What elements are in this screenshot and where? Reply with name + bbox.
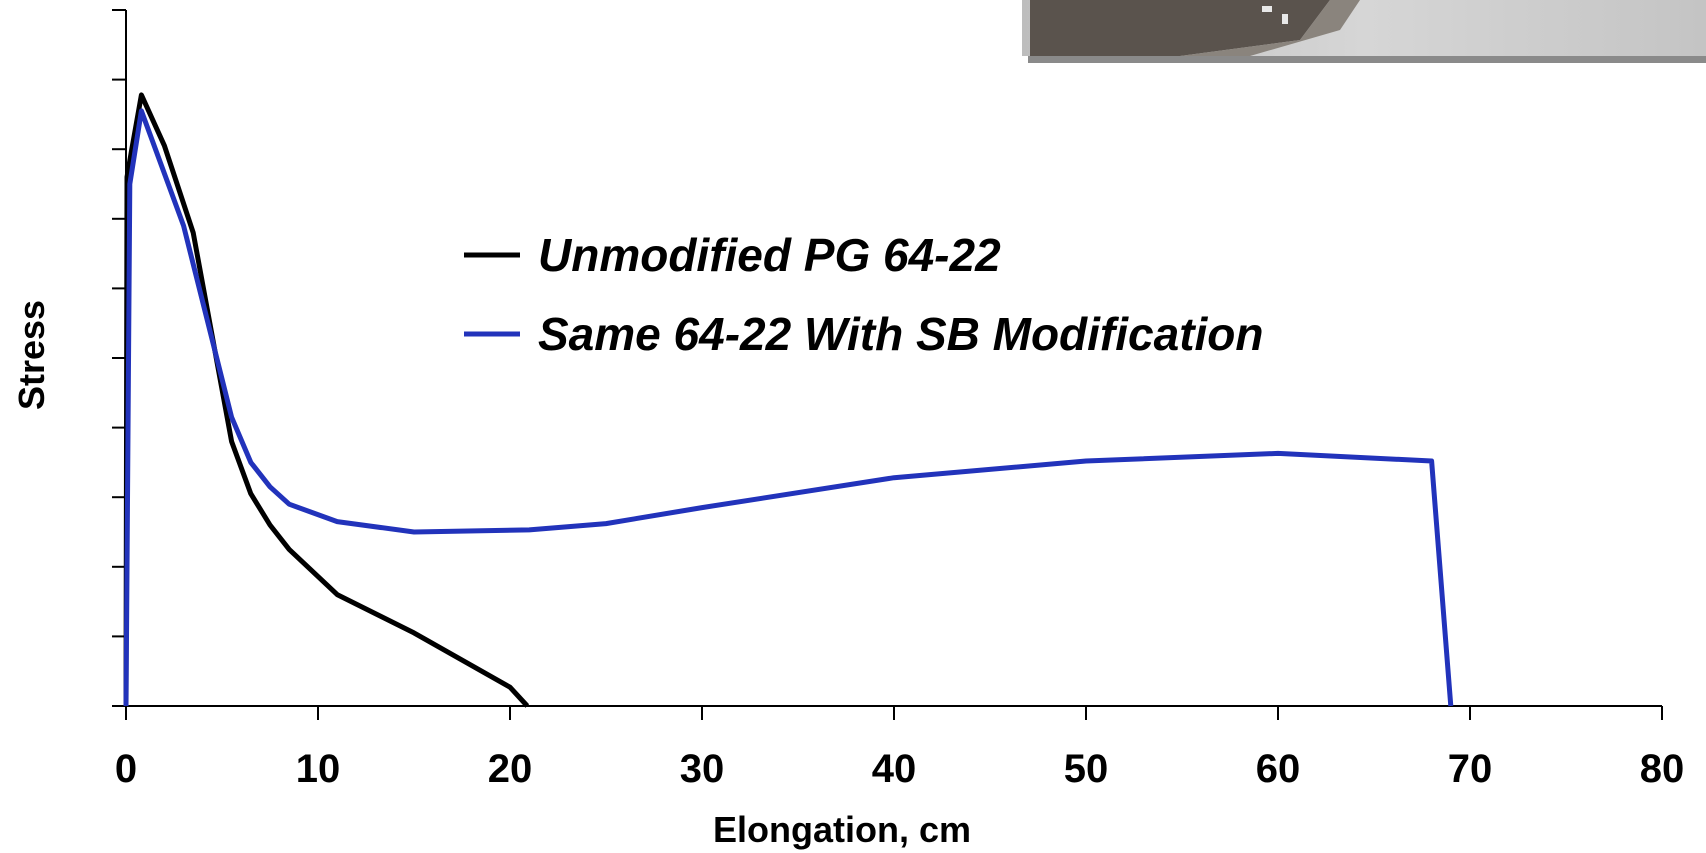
legend: Unmodified PG 64-22 Same 64-22 With SB M… bbox=[464, 229, 1264, 360]
series-layer bbox=[123, 92, 1454, 708]
x-tick-labels: 0 10 20 30 40 50 60 70 80 bbox=[115, 747, 1684, 791]
x-tick-label: 20 bbox=[488, 747, 533, 791]
x-tick-label: 80 bbox=[1640, 747, 1685, 791]
x-tick-label: 10 bbox=[296, 747, 341, 791]
legend-label-unmodified: Unmodified PG 64-22 bbox=[538, 229, 1001, 281]
legend-label-sb-modified: Same 64-22 With SB Modification bbox=[538, 308, 1264, 360]
x-tick-label: 70 bbox=[1448, 747, 1493, 791]
x-tick-label: 50 bbox=[1064, 747, 1109, 791]
axes bbox=[112, 9, 1663, 720]
series-line-unmodified bbox=[123, 92, 530, 708]
x-tick-label: 0 bbox=[115, 747, 137, 791]
series-line-sb-modified bbox=[123, 108, 1454, 707]
x-tick-label: 30 bbox=[680, 747, 725, 791]
x-axis-title: Elongation, cm bbox=[713, 809, 971, 850]
inset-photo bbox=[1022, 0, 1706, 63]
x-tick-label: 40 bbox=[872, 747, 917, 791]
x-tick-label: 60 bbox=[1256, 747, 1301, 791]
y-axis-title: Stress bbox=[11, 300, 52, 410]
